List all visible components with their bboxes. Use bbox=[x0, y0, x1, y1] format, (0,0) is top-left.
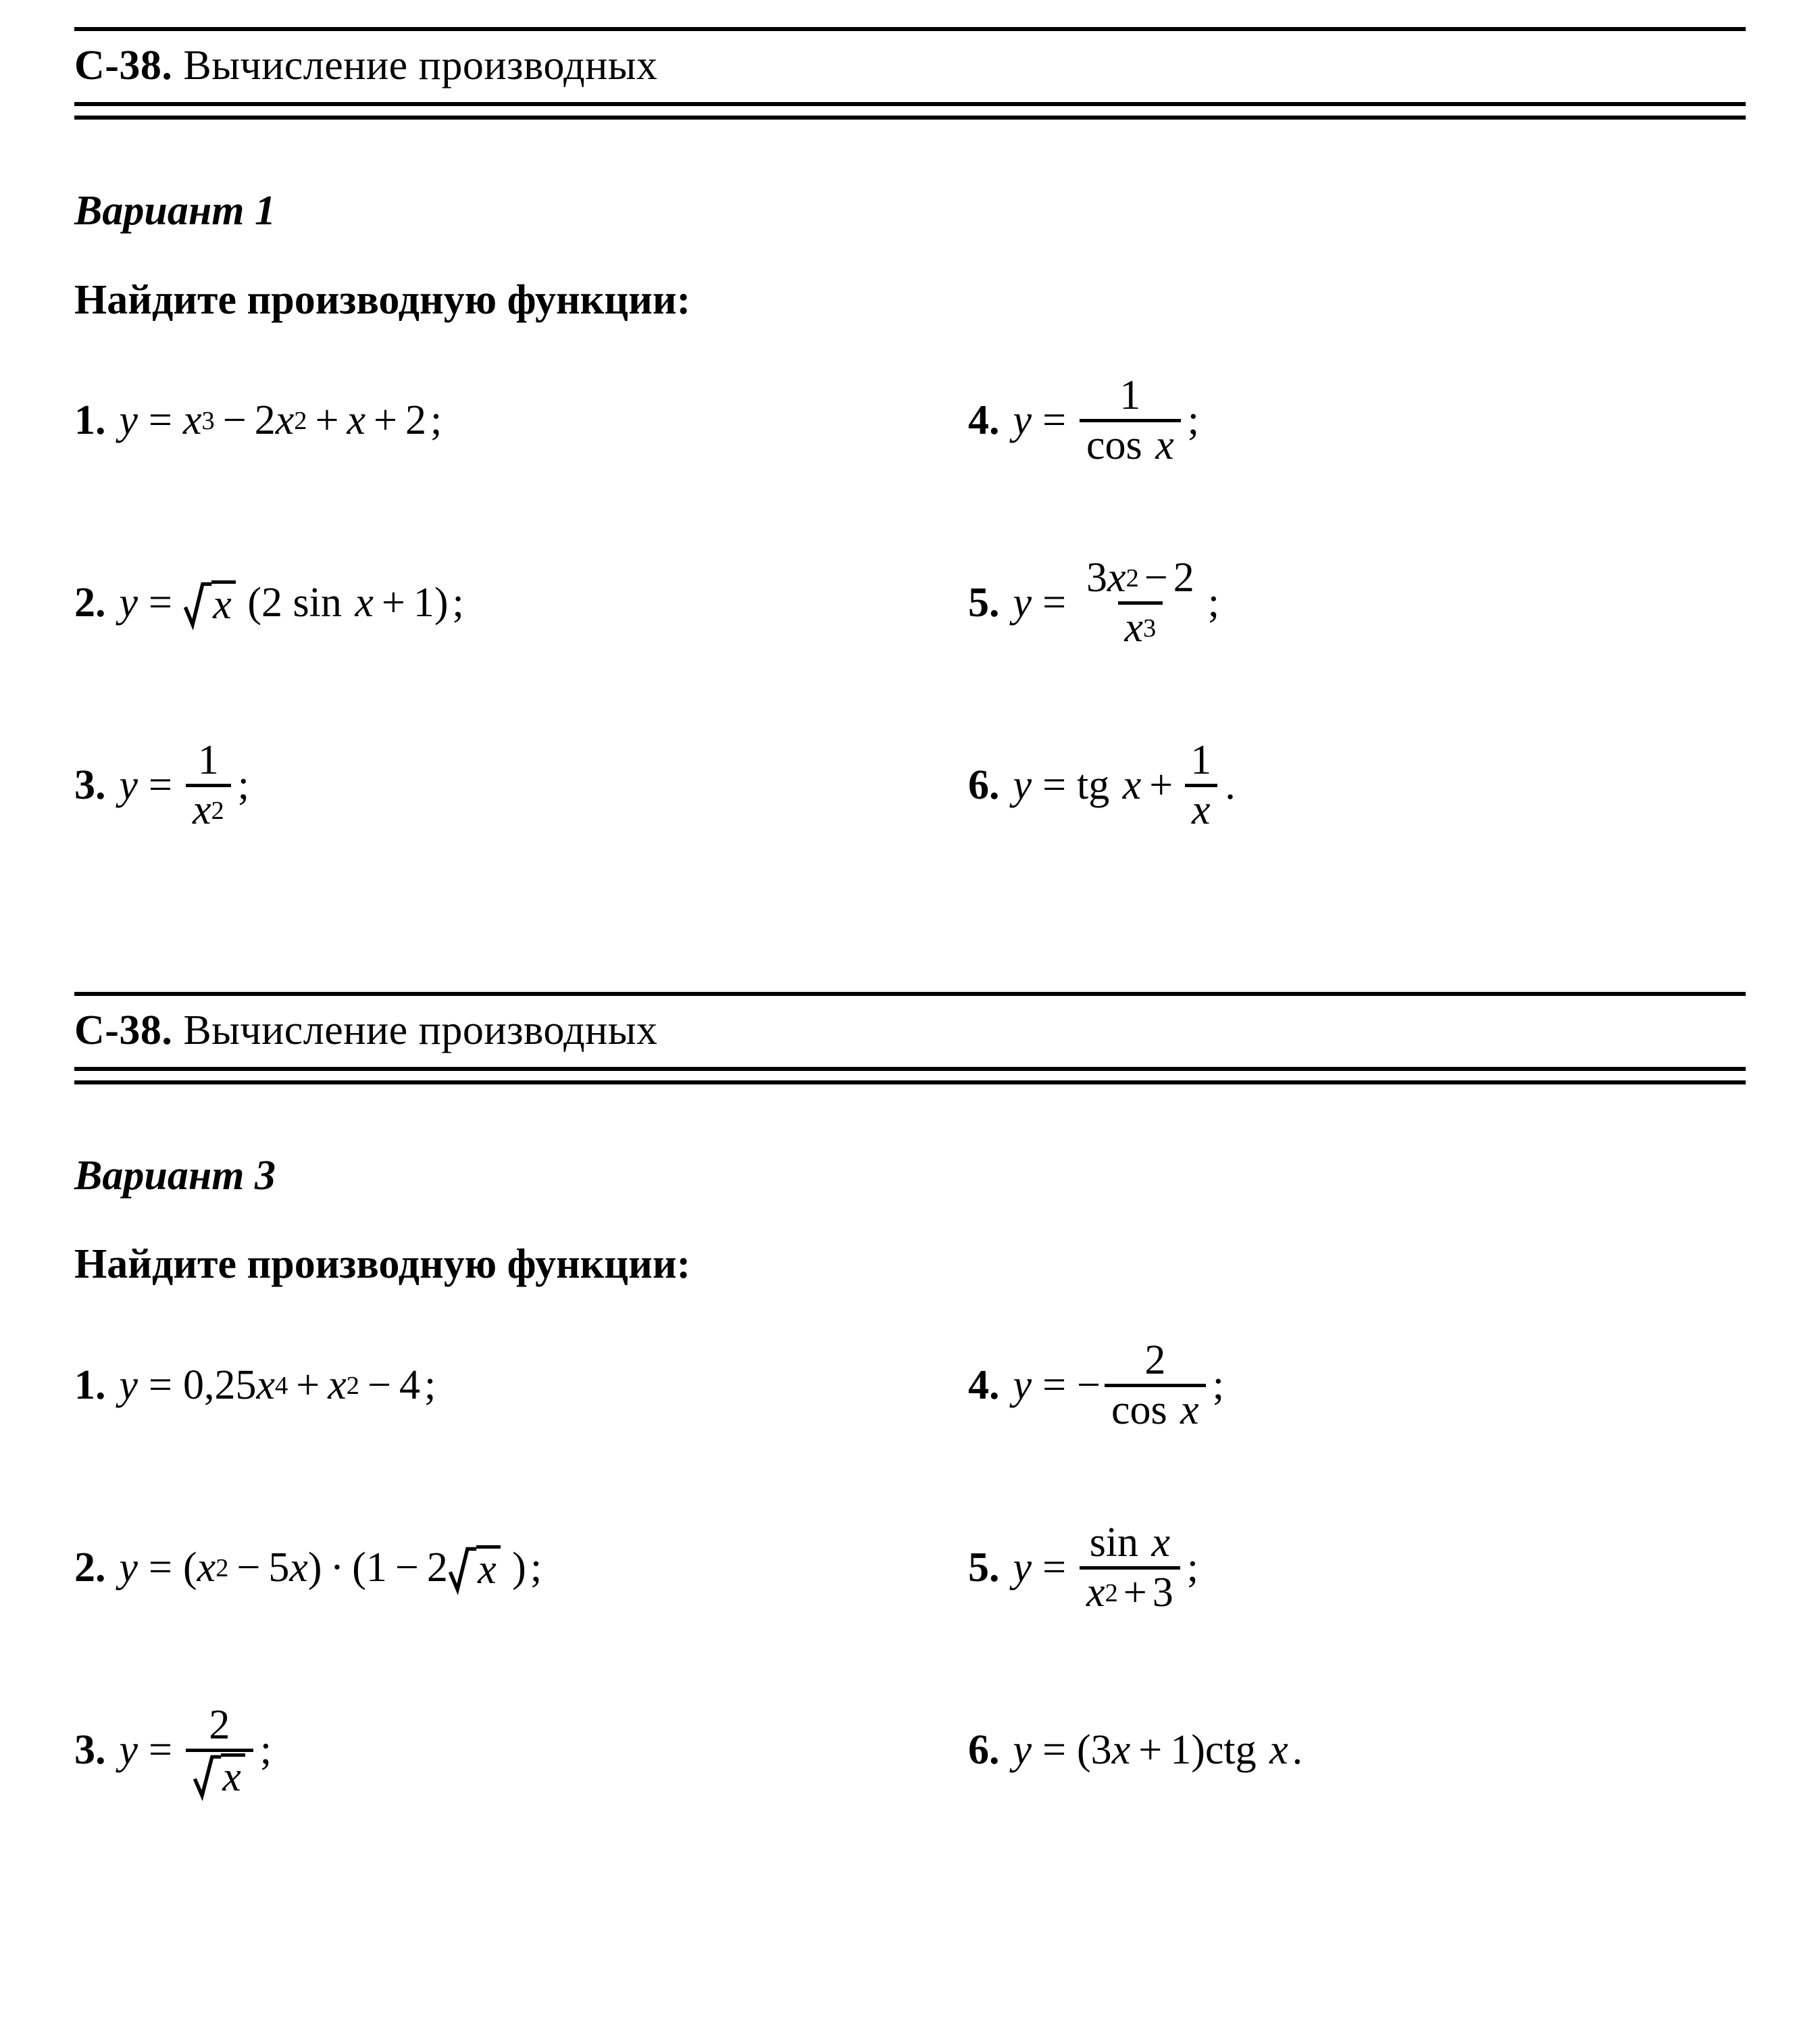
problem: 4. y=− 2 cos x ; bbox=[968, 1335, 1746, 1436]
problem: 4. y= 1 cos x ; bbox=[968, 370, 1746, 472]
problem-expression: y=x3−2x2+x+2; bbox=[120, 397, 443, 445]
problem: 2. y=(x2−5x)·(1−2 x ); bbox=[74, 1518, 914, 1619]
problem-expression: y= 2 x ; bbox=[120, 1702, 272, 1799]
problem: 1. y=x3−2x2+x+2; bbox=[74, 370, 914, 472]
problem-expression: y= x (2 sin x+1); bbox=[120, 579, 464, 627]
problem-expression: y= 1 cos x ; bbox=[1013, 372, 1199, 469]
instruction: Найдите производную функции: bbox=[74, 276, 1746, 324]
variant-block: Вариант 1 Найдите производную функции: 1… bbox=[74, 120, 1746, 843]
problem: 6. y=tg x+ 1 x . bbox=[968, 735, 1746, 836]
section-topic: Вычисление производных bbox=[183, 1007, 657, 1053]
problem-number: 3. bbox=[74, 761, 106, 809]
problem: 1. y=0,25x4+x2−4; bbox=[74, 1335, 914, 1436]
problems-grid: 1. y=0,25x4+x2−4; 4. y=− 2 cos x ; 2. bbox=[74, 1335, 1746, 1801]
problem: 3. y= 2 x ; bbox=[74, 1700, 914, 1801]
section-title: С-38. Вычисление производных bbox=[74, 31, 1746, 102]
problem-number: 1. bbox=[74, 1361, 106, 1409]
problem: 2. y= x (2 sin x+1); bbox=[74, 553, 914, 654]
problem-number: 1. bbox=[74, 397, 106, 445]
section-title: С-38. Вычисление производных bbox=[74, 996, 1746, 1067]
problem-number: 5. bbox=[968, 1544, 1000, 1592]
problems-grid: 1. y=x3−2x2+x+2; 4. y= 1 cos x ; 2. bbox=[74, 370, 1746, 836]
problem-expression: y=(3x+1)ctg x. bbox=[1013, 1726, 1303, 1774]
problem-number: 4. bbox=[968, 1361, 1000, 1409]
problem-expression: y=(x2−5x)·(1−2 x ); bbox=[120, 1544, 542, 1592]
variant-block: Вариант 3 Найдите производную функции: 1… bbox=[74, 1084, 1746, 1808]
problem-expression: y=tg x+ 1 x . bbox=[1013, 737, 1236, 834]
problem-number: 3. bbox=[74, 1726, 106, 1774]
problem-number: 5. bbox=[968, 579, 1000, 627]
problem-expression: y= 3x2−2 x3 ; bbox=[1013, 555, 1219, 651]
problem: 5. y= sin x x2+3 ; bbox=[968, 1518, 1746, 1619]
problem-expression: y=− 2 cos x ; bbox=[1013, 1337, 1224, 1434]
problem: 6. y=(3x+1)ctg x. bbox=[968, 1700, 1746, 1801]
problem-number: 2. bbox=[74, 579, 106, 627]
problem-number: 2. bbox=[74, 1544, 106, 1592]
problem-number: 4. bbox=[968, 397, 1000, 445]
problem: 3. y= 1 x2 ; bbox=[74, 735, 914, 836]
problem-number: 6. bbox=[968, 1726, 1000, 1774]
problem-expression: y= 1 x2 ; bbox=[120, 737, 249, 834]
section-label: С-38. bbox=[74, 1007, 172, 1053]
variant-title: Вариант 1 bbox=[74, 187, 1746, 235]
problem-expression: y=0,25x4+x2−4; bbox=[120, 1361, 436, 1409]
worksheet-page: С-38. Вычисление производных Вариант 1 Н… bbox=[0, 0, 1820, 1889]
problem-expression: y= sin x x2+3 ; bbox=[1013, 1520, 1198, 1616]
section-topic: Вычисление производных bbox=[183, 43, 657, 89]
problem-number: 6. bbox=[968, 761, 1000, 809]
problem: 5. y= 3x2−2 x3 ; bbox=[968, 553, 1746, 654]
section-label: С-38. bbox=[74, 43, 172, 89]
instruction: Найдите производную функции: bbox=[74, 1241, 1746, 1288]
variant-title: Вариант 3 bbox=[74, 1152, 1746, 1200]
